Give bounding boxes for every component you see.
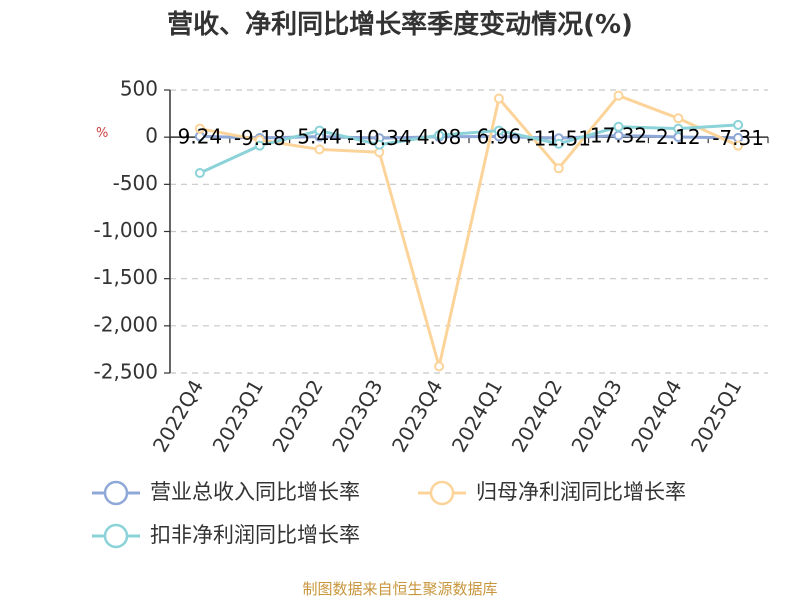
legend-item: 扣非净利润同比增长率	[92, 523, 360, 549]
source-note: 制图数据来自恒生聚源数据库	[302, 580, 498, 598]
data-point	[613, 121, 624, 132]
x-axis-ticks: 2022Q4 2023Q1 2023Q2 2023Q3 2023Q4 2024Q1 2024…	[148, 375, 747, 456]
y-tick-label: -500	[113, 171, 158, 195]
series-line	[199, 94, 739, 368]
y-axis-ticks: 500 0 -500 -1,000 -1,500 -2,000 -2,500	[94, 77, 158, 384]
data-point	[254, 140, 265, 151]
legend-marker-icon	[429, 480, 455, 506]
data-point	[374, 139, 385, 150]
y-tick-label: -2,000	[94, 312, 158, 336]
legend-label: 营业总收入同比增长率	[150, 480, 360, 504]
y-tick-label: 0	[145, 124, 158, 148]
x-tick-label: 2023Q3	[327, 376, 387, 457]
legend-marker-icon	[103, 480, 129, 506]
y-axis-unit: %	[96, 126, 108, 141]
series-lines	[194, 90, 744, 372]
data-point	[673, 123, 684, 134]
data-label: -9.18	[234, 126, 286, 150]
x-tick-label: 2024Q1	[447, 376, 507, 457]
y-tick-label: -2,500	[94, 360, 158, 384]
chart-title: 营收、净利同比增长率季度变动情况(%)	[167, 10, 633, 40]
x-tick-label: 2024Q4	[626, 376, 686, 457]
data-point	[314, 144, 325, 155]
x-tick-label: 2024Q3	[566, 376, 626, 457]
data-label: 4.08	[417, 125, 462, 149]
data-label: -7.31	[712, 126, 764, 150]
data-label: -10.34	[347, 126, 411, 150]
data-label: 5.44	[297, 125, 342, 149]
y-tick-label: 500	[120, 77, 158, 101]
data-label: -11.51	[526, 126, 590, 150]
x-tick-label: 2022Q4	[148, 376, 208, 457]
legend-label: 扣非净利润同比增长率	[150, 523, 360, 547]
legend-label: 归母净利润同比增长率	[476, 480, 686, 504]
data-point	[733, 119, 744, 130]
x-tick-label: 2024Q2	[507, 376, 567, 457]
data-label: 2.12	[656, 125, 701, 149]
data-label: 17.32	[590, 124, 647, 148]
x-tick-label: 2023Q2	[267, 376, 327, 457]
legend-item: 归母净利润同比增长率	[418, 480, 686, 506]
data-point	[314, 125, 325, 136]
data-label: 9.24	[178, 124, 223, 148]
legend-item: 营业总收入同比增长率	[92, 480, 360, 506]
data-point	[673, 113, 684, 124]
y-tick-label: -1,000	[94, 218, 158, 242]
data-point	[493, 125, 504, 136]
data-point	[194, 168, 205, 179]
data-point	[553, 138, 564, 149]
data-point	[733, 140, 744, 151]
data-label: 6.96	[477, 125, 522, 149]
x-tick-label: 2023Q1	[208, 376, 268, 457]
data-point	[493, 93, 504, 104]
data-point	[434, 130, 445, 141]
data-point	[553, 163, 564, 174]
series-line	[199, 123, 739, 175]
data-point	[194, 123, 205, 134]
y-tick-label: -1,500	[94, 265, 158, 289]
data-point	[434, 361, 445, 372]
legend-marker-icon	[103, 523, 129, 549]
x-tick-label: 2025Q1	[686, 376, 746, 457]
data-point	[613, 90, 624, 101]
x-tick-label: 2023Q4	[387, 375, 447, 456]
